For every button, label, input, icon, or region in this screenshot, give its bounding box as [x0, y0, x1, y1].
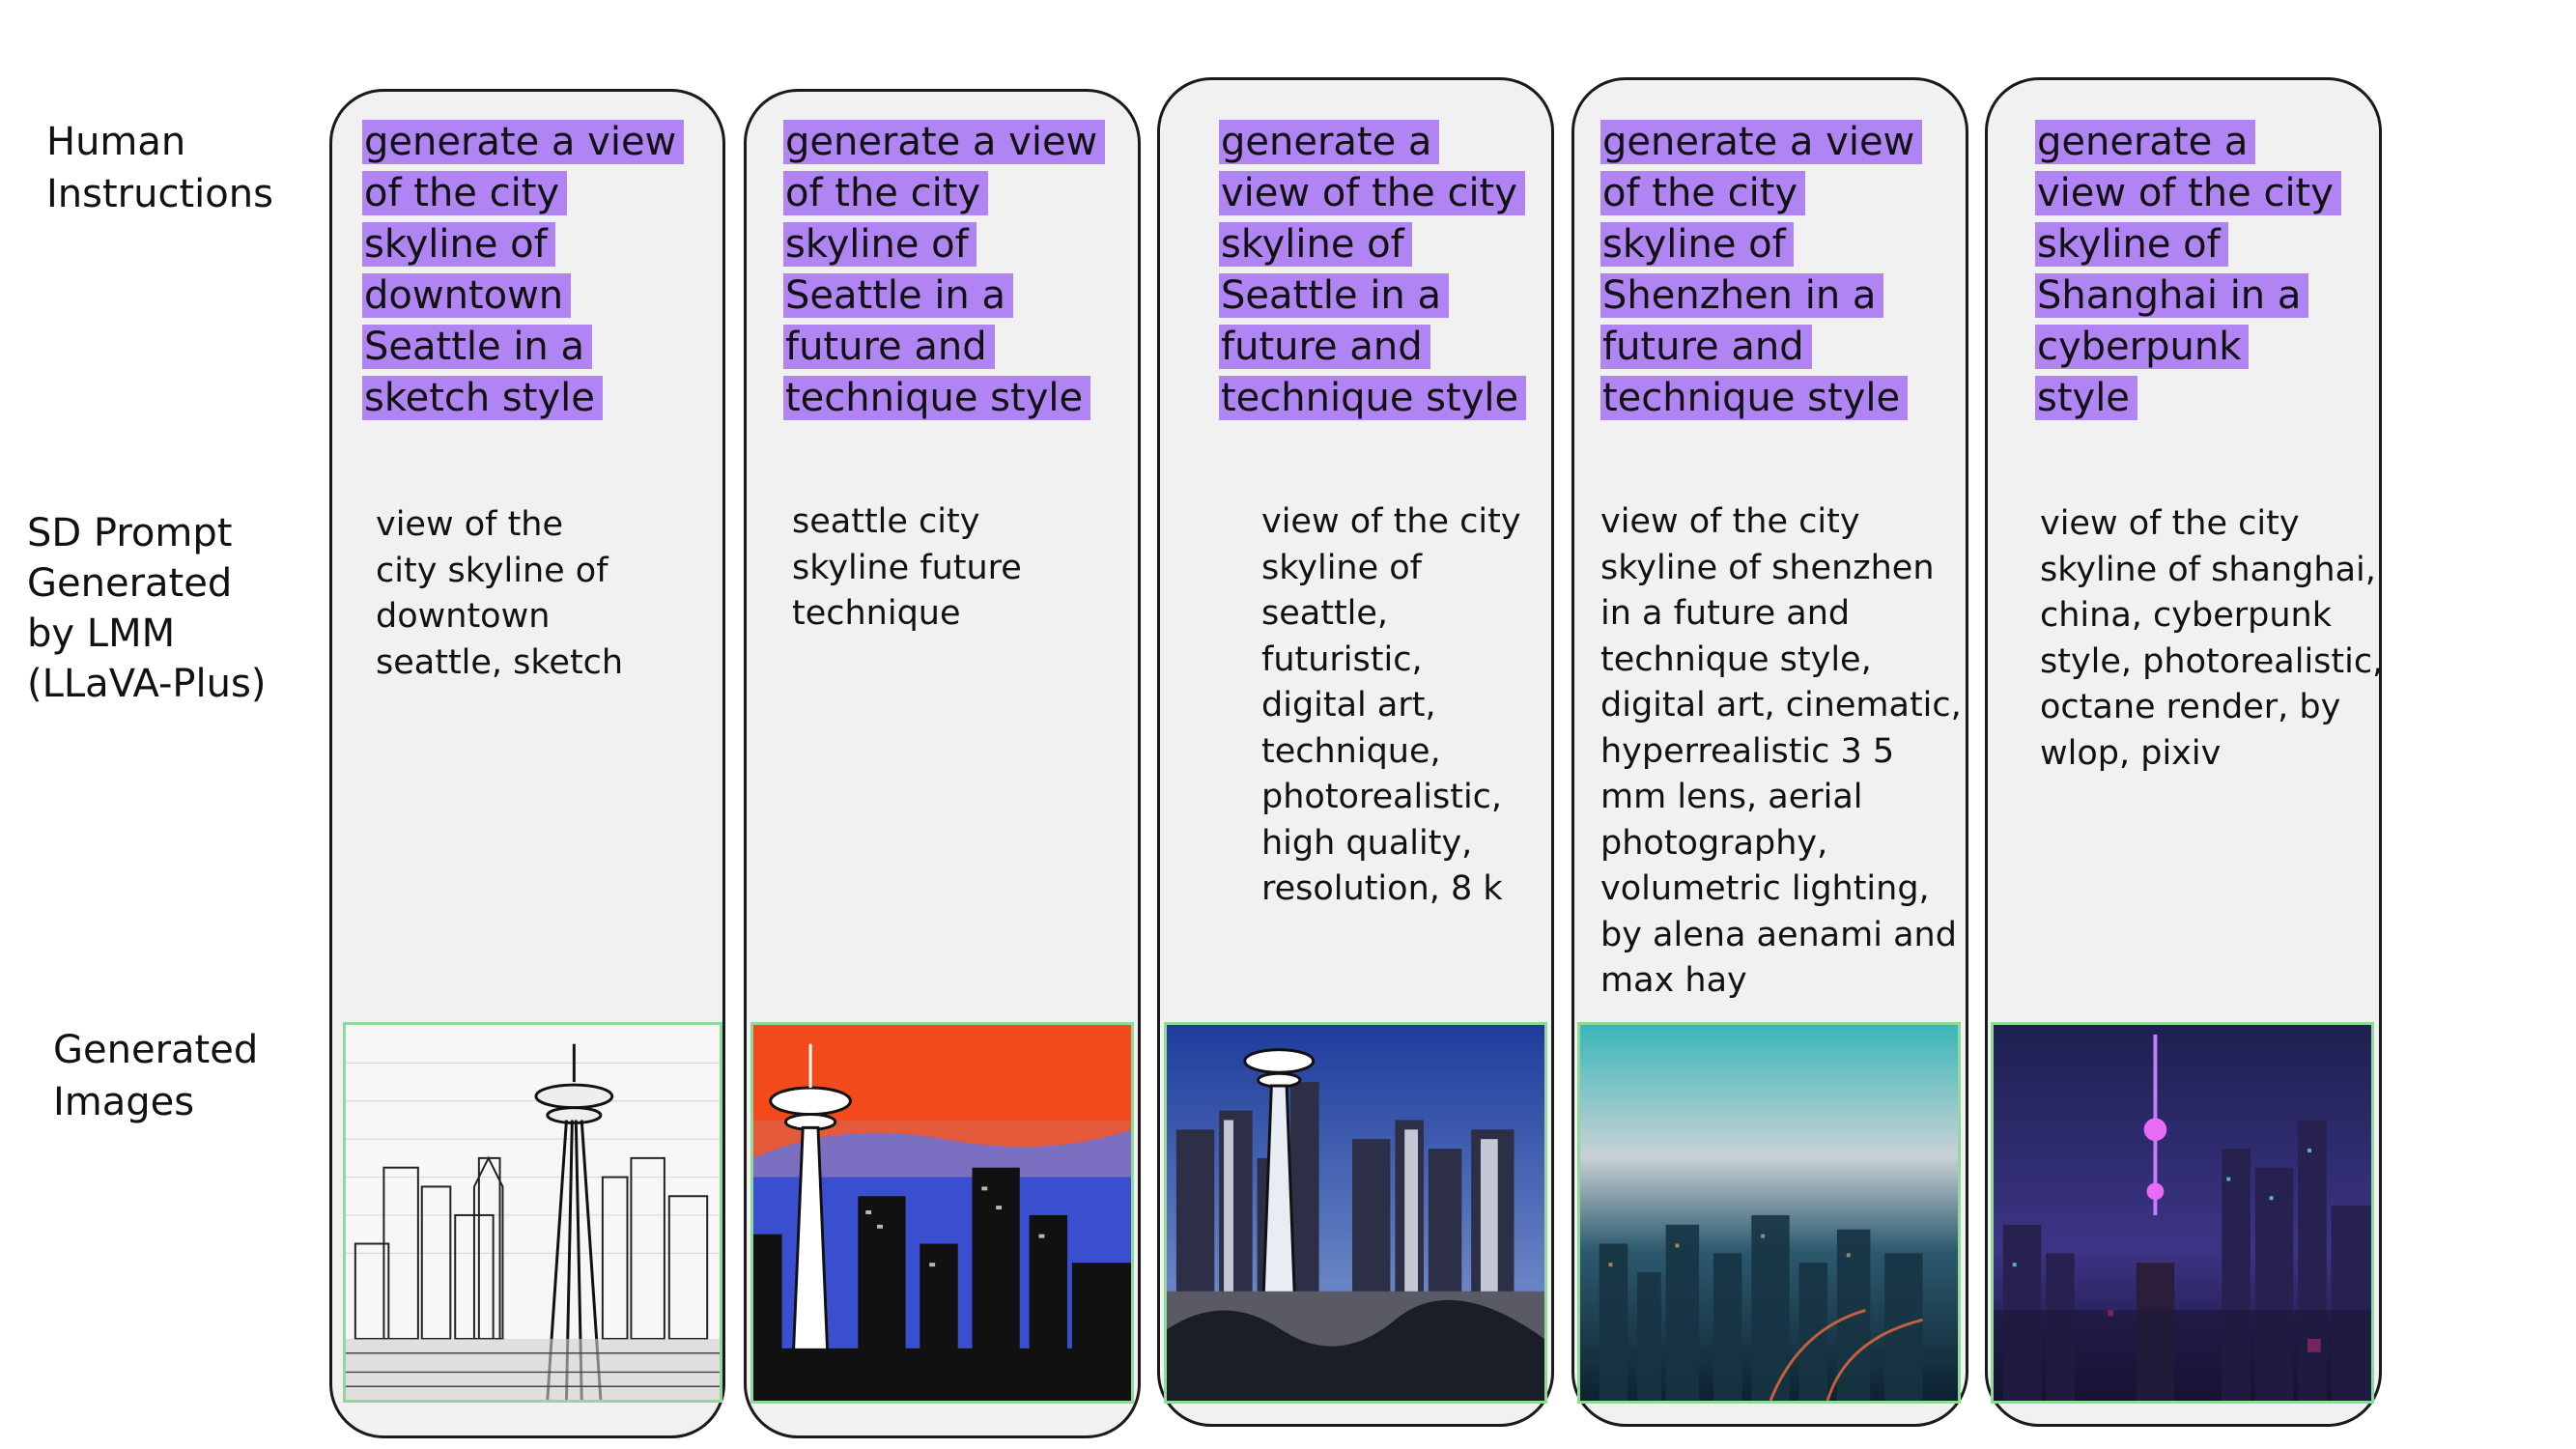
instruction-text-2: generate a view of the city skyline of S…	[783, 117, 1106, 424]
instruction-text-3: generate a view of the city skyline of S…	[1219, 117, 1527, 424]
instruction-line: of the city	[1600, 171, 1806, 215]
seattle-sunset-image	[750, 1022, 1134, 1404]
seattle-dusk-image	[1164, 1022, 1547, 1404]
instruction-line: generate a view	[1600, 120, 1923, 164]
instruction-line: Shanghai in a	[2035, 273, 2309, 318]
instruction-text-5: generate a view of the city skyline of S…	[2035, 117, 2341, 424]
sd-prompt-text-5: view of the city skyline of shanghai, ch…	[2040, 504, 2384, 773]
instruction-line: future and	[1600, 325, 1812, 369]
sd-prompt-text-4: view of the city skyline of shenzhen in …	[1600, 502, 1962, 1000]
instruction-line: cyberpunk	[2035, 325, 2250, 369]
instruction-line: Seattle in a	[362, 325, 593, 369]
sd-prompt-text-3: view of the city skyline of seattle, fut…	[1261, 502, 1521, 908]
instruction-line: downtown	[362, 273, 572, 318]
instruction-line: generate a view	[783, 120, 1106, 164]
instruction-line: generate a view	[362, 120, 685, 164]
instruction-line: of the city	[362, 171, 568, 215]
row-label-human-instructions: Human Instructions	[46, 120, 273, 216]
instruction-line: view of the city	[1219, 171, 1525, 215]
instruction-line: skyline of	[783, 222, 977, 267]
instruction-line: technique style	[1219, 376, 1527, 420]
instruction-line: skyline of	[2035, 222, 2228, 267]
instruction-line: technique style	[783, 376, 1091, 420]
instruction-line: Shenzhen in a	[1600, 273, 1884, 318]
instruction-line: technique style	[1600, 376, 1909, 420]
instruction-line: style	[2035, 376, 2137, 420]
row-label-sd-prompt: SD Prompt Generated by LMM (LLaVA-Plus)	[27, 511, 267, 706]
instruction-line: generate a	[1219, 120, 1440, 164]
row-label-generated-images: Generated Images	[53, 1028, 259, 1124]
instruction-line: generate a	[2035, 120, 2256, 164]
instruction-line: skyline of	[1219, 222, 1412, 267]
sd-prompt-text-2: seattle city skyline future technique	[792, 502, 1022, 633]
instruction-line: Seattle in a	[1219, 273, 1450, 318]
instruction-line: sketch style	[362, 376, 603, 420]
instruction-line: of the city	[783, 171, 989, 215]
shanghai-cyberpunk-image	[1991, 1022, 2374, 1404]
instruction-text-4: generate a view of the city skyline of S…	[1600, 117, 1923, 424]
seattle-sketch-image	[343, 1022, 722, 1403]
shenzhen-aerial-image	[1577, 1022, 1961, 1404]
instruction-line: future and	[1219, 325, 1430, 369]
instruction-line: future and	[783, 325, 995, 369]
instruction-line: skyline of	[1600, 222, 1794, 267]
instruction-line: skyline of	[362, 222, 555, 267]
instruction-text-1: generate a view of the city skyline of d…	[362, 117, 685, 424]
sd-prompt-text-1: view of the city skyline of downtown sea…	[376, 505, 624, 682]
instruction-line: view of the city	[2035, 171, 2341, 215]
instruction-line: Seattle in a	[783, 273, 1014, 318]
